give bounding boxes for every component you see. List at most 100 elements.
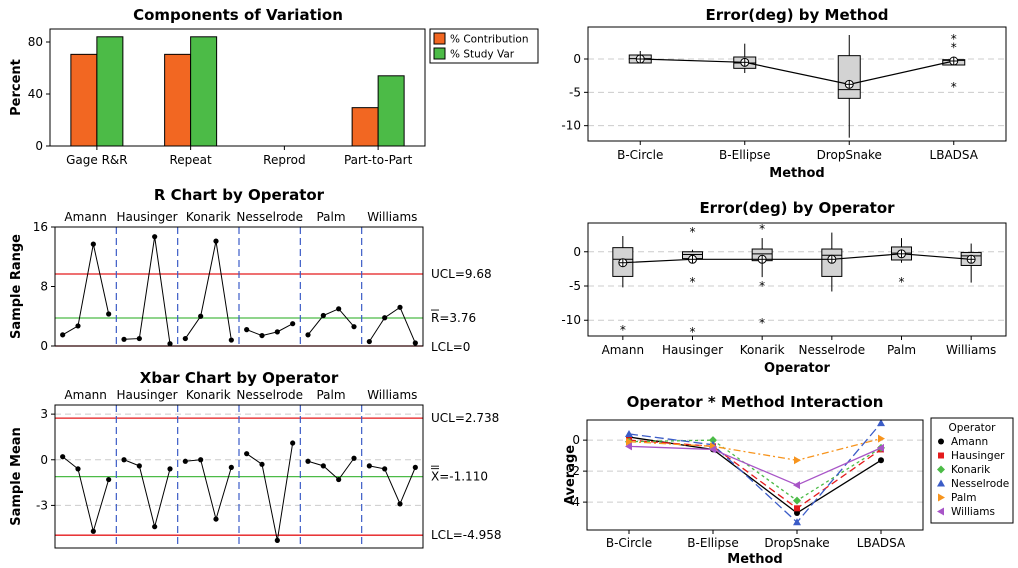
operator-series-line [307,308,355,336]
data-point [305,458,311,464]
center-label: X=-1.110 [431,470,488,484]
outlier-marker: * [951,32,957,46]
data-point [106,476,112,483]
by_operator-xlabel: Operator [764,361,831,376]
data-point [167,466,173,472]
series-marker [625,442,632,451]
series-marker [878,457,884,464]
rchart-title: R Chart by Operator [154,186,325,204]
data-point [152,524,158,530]
data-point [136,463,142,469]
data-point [366,463,372,469]
outlier-marker: * [759,279,765,293]
rchart-plot-frame [54,226,424,347]
data-point [228,464,234,470]
x-tick-label: Williams [946,343,996,357]
series-marker [877,443,884,452]
legend-marker [937,507,944,516]
data-point [60,332,66,338]
y-tick-label: -10 [561,119,581,133]
legend-title: Operator [949,422,997,434]
by_method-title: Error(deg) by Method [705,6,888,24]
operator-label: Amann [64,388,106,402]
series-marker [709,436,717,445]
data-point [336,476,342,483]
legend-marker [937,465,945,474]
components-ylabel: Percent [9,59,24,116]
by_method-plot-frame [587,26,1007,142]
series-marker [794,505,800,512]
x-tick-label: Repeat [170,153,213,167]
data-point [198,457,204,463]
data-point [198,313,204,319]
operator-label: Williams [367,388,417,402]
series-marker [877,419,885,427]
data-point [397,304,403,310]
xbar-ylabel: Sample Mean [9,427,24,526]
y-tick-label: 3 [40,407,48,421]
ucl-label: UCL=9.68 [431,267,492,281]
x-tick-label: LBADSA [930,148,979,162]
operator-label: Hausinger [116,388,177,402]
data-point [152,234,158,240]
operator-label: Nesselrode [236,388,303,402]
y-tick-label: 0 [572,433,580,447]
components-plot-frame [49,28,426,147]
interaction-ylabel: Average [563,445,578,505]
xbar-plot-frame [54,404,424,549]
series-line [628,436,882,514]
legend-swatch [433,47,446,60]
x-tick-label: Reprod [263,153,305,167]
data-point [182,335,188,342]
y-tick-label: 16 [33,220,48,234]
outlier-marker: * [620,323,626,337]
operator-label: Williams [367,210,417,224]
y-tick-label: 0 [35,139,43,153]
data-point [259,461,265,467]
y-tick-label: -5 [569,279,581,293]
data-point [121,457,127,463]
y-tick-label: 0 [40,453,48,467]
legend-label: Amann [951,436,988,448]
data-point [121,336,127,342]
series-marker [793,496,801,505]
series-line [628,437,882,461]
x-tick-label: Part-to-Part [344,153,413,167]
y-tick-label: -4 [568,495,580,509]
outlier-marker: * [759,316,765,330]
data-point [106,311,112,317]
operator-series-line [185,459,232,521]
series-marker [794,509,800,516]
legend-marker [938,452,944,459]
operator-series-line [184,241,232,341]
data-point [412,340,418,346]
x-tick-label: B-Ellipse [687,536,738,550]
interaction-legend [930,417,1014,524]
interaction-title: Operator * Method Interaction [627,393,884,411]
operator-series-line [62,243,110,336]
interaction-xlabel: Method [727,552,782,567]
data-point [213,516,219,522]
data-point [274,537,280,543]
data-point [274,329,280,335]
data-point [60,454,66,460]
operator-series-line [123,236,171,344]
data-point [75,323,81,329]
legend-label: Nesselrode [951,478,1009,490]
series-line [628,445,882,486]
outlier-marker: * [690,325,696,339]
y-tick-label: 0 [40,339,48,353]
series-line [628,422,882,524]
outlier-marker: * [899,275,905,289]
data-point [290,321,296,327]
data-point [305,332,311,338]
data-point [182,458,188,464]
data-point [351,455,357,461]
x-tick-label: B-Circle [617,148,663,162]
y-tick-label: 0 [573,52,581,66]
data-point [397,501,403,507]
data-point [320,312,326,319]
operator-series-line [368,306,416,344]
x-tick-label: Nesselrode [799,343,866,357]
